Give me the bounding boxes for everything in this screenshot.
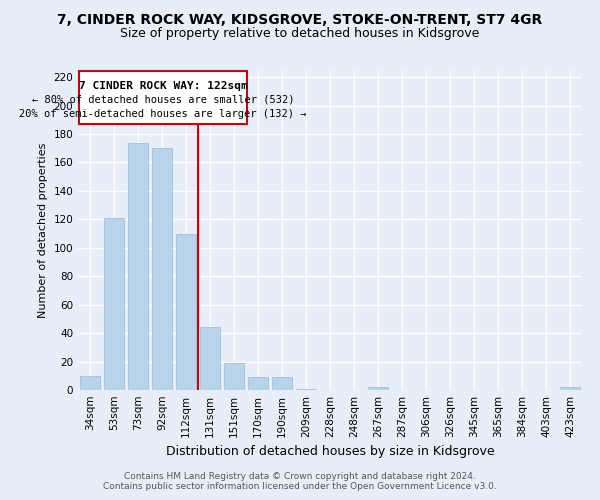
Y-axis label: Number of detached properties: Number of detached properties — [38, 142, 48, 318]
Text: ← 80% of detached houses are smaller (532): ← 80% of detached houses are smaller (53… — [32, 95, 295, 105]
Bar — [80, 376, 100, 390]
Bar — [104, 218, 124, 390]
X-axis label: Distribution of detached houses by size in Kidsgrove: Distribution of detached houses by size … — [166, 446, 494, 458]
Bar — [152, 148, 172, 390]
FancyBboxPatch shape — [79, 72, 247, 124]
Text: 20% of semi-detached houses are larger (132) →: 20% of semi-detached houses are larger (… — [19, 109, 307, 119]
Text: 7, CINDER ROCK WAY, KIDSGROVE, STOKE-ON-TRENT, ST7 4GR: 7, CINDER ROCK WAY, KIDSGROVE, STOKE-ON-… — [58, 12, 542, 26]
Bar — [224, 363, 244, 390]
Bar — [176, 234, 196, 390]
Bar — [200, 328, 220, 390]
Text: Contains public sector information licensed under the Open Government Licence v3: Contains public sector information licen… — [103, 482, 497, 491]
Bar — [272, 377, 292, 390]
Bar — [296, 388, 316, 390]
Bar — [368, 387, 388, 390]
Text: Size of property relative to detached houses in Kidsgrove: Size of property relative to detached ho… — [121, 28, 479, 40]
Text: Contains HM Land Registry data © Crown copyright and database right 2024.: Contains HM Land Registry data © Crown c… — [124, 472, 476, 481]
Bar — [248, 377, 268, 390]
Text: 7 CINDER ROCK WAY: 122sqm: 7 CINDER ROCK WAY: 122sqm — [79, 80, 248, 90]
Bar — [560, 387, 580, 390]
Bar — [128, 142, 148, 390]
